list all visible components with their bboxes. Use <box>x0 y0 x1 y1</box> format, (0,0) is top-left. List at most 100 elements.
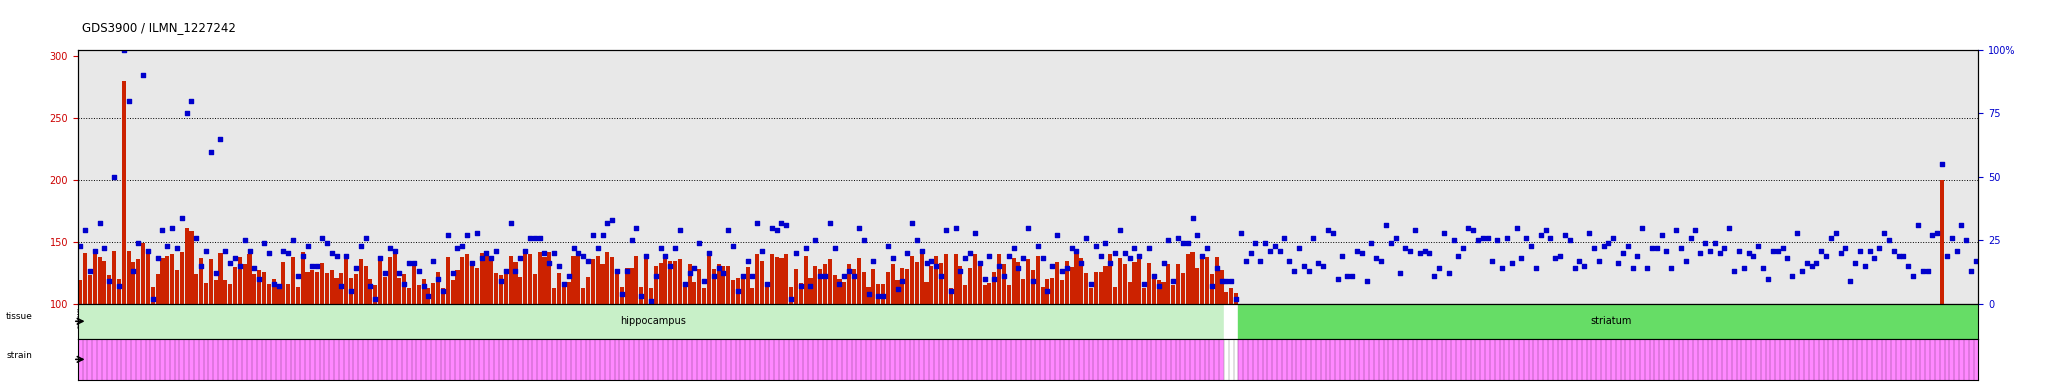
Point <box>1257 242 1290 248</box>
Bar <box>141 243 145 304</box>
Bar <box>1350 304 1354 384</box>
Bar <box>1022 279 1026 304</box>
Point <box>1612 242 1645 248</box>
Point <box>750 281 782 287</box>
Bar <box>1061 280 1065 304</box>
Bar <box>813 266 817 304</box>
Point <box>1757 248 1790 254</box>
Bar <box>397 278 401 304</box>
Bar <box>1499 304 1503 384</box>
Bar <box>348 278 352 304</box>
Bar <box>1776 304 1780 384</box>
Bar <box>735 278 739 304</box>
Bar <box>973 254 977 304</box>
Point <box>1442 253 1475 259</box>
Bar <box>369 279 373 304</box>
Bar <box>1317 304 1321 384</box>
Point <box>1432 270 1464 276</box>
Bar <box>1264 304 1268 384</box>
Bar <box>774 257 778 304</box>
Point <box>1331 273 1364 279</box>
Point <box>1364 258 1397 264</box>
Point <box>1061 248 1094 254</box>
Point <box>1423 265 1456 271</box>
Point <box>365 255 397 261</box>
Bar <box>494 273 498 304</box>
Bar <box>924 281 928 304</box>
Bar <box>1001 264 1006 304</box>
Bar <box>121 81 125 304</box>
Bar <box>1573 304 1577 384</box>
Point <box>1403 250 1436 256</box>
Bar <box>446 257 451 304</box>
Point <box>1772 255 1804 261</box>
Bar <box>315 272 319 304</box>
Point <box>1524 232 1556 238</box>
Bar <box>117 279 121 304</box>
Bar <box>1878 304 1882 384</box>
Point <box>1690 240 1722 246</box>
Bar <box>1751 304 1755 384</box>
Point <box>1892 263 1925 269</box>
Point <box>958 230 991 236</box>
Point <box>1094 260 1126 266</box>
Point <box>1882 253 1915 259</box>
Point <box>1196 283 1229 289</box>
Point <box>184 263 217 269</box>
Bar <box>379 256 383 304</box>
Bar <box>1118 258 1122 304</box>
Point <box>1665 245 1698 251</box>
Point <box>1559 265 1591 271</box>
Bar <box>1712 304 1716 384</box>
Bar <box>1534 304 1538 384</box>
Point <box>1389 245 1421 251</box>
Point <box>276 237 309 243</box>
Point <box>1925 161 1958 167</box>
Point <box>920 263 952 269</box>
Bar <box>1225 339 1239 380</box>
Bar <box>877 284 881 304</box>
Bar <box>166 256 170 304</box>
Bar <box>1819 304 1823 384</box>
Bar <box>610 257 614 304</box>
Point <box>1530 227 1563 233</box>
Point <box>1747 265 1780 271</box>
Bar <box>1423 304 1427 384</box>
Bar <box>393 254 397 304</box>
Bar <box>205 283 209 304</box>
Bar <box>252 274 256 304</box>
Bar <box>1417 304 1421 384</box>
Bar <box>426 288 430 304</box>
Bar <box>571 256 575 304</box>
Point <box>766 220 799 226</box>
Bar <box>1157 280 1161 304</box>
Bar <box>1640 304 1645 384</box>
Point <box>227 237 260 243</box>
Bar <box>461 257 465 304</box>
Point <box>532 260 565 266</box>
Bar <box>1239 304 1978 339</box>
Point <box>891 250 924 256</box>
Bar <box>557 273 561 304</box>
Point <box>369 270 401 276</box>
Bar <box>1679 304 1683 384</box>
Bar <box>721 266 725 304</box>
Point <box>1645 232 1677 238</box>
Bar <box>731 280 735 304</box>
Bar <box>1737 304 1741 384</box>
Bar <box>1151 274 1155 304</box>
Bar <box>635 256 639 304</box>
Bar <box>1612 304 1616 384</box>
Point <box>606 291 639 297</box>
Bar <box>416 285 420 304</box>
Bar <box>1094 272 1098 304</box>
Bar <box>291 257 295 304</box>
Point <box>213 260 246 266</box>
Point <box>160 245 193 251</box>
Point <box>1438 237 1470 243</box>
Bar <box>156 274 160 304</box>
Bar <box>1243 304 1247 384</box>
Point <box>895 220 928 226</box>
Bar <box>1470 304 1475 384</box>
Bar <box>1210 274 1214 304</box>
